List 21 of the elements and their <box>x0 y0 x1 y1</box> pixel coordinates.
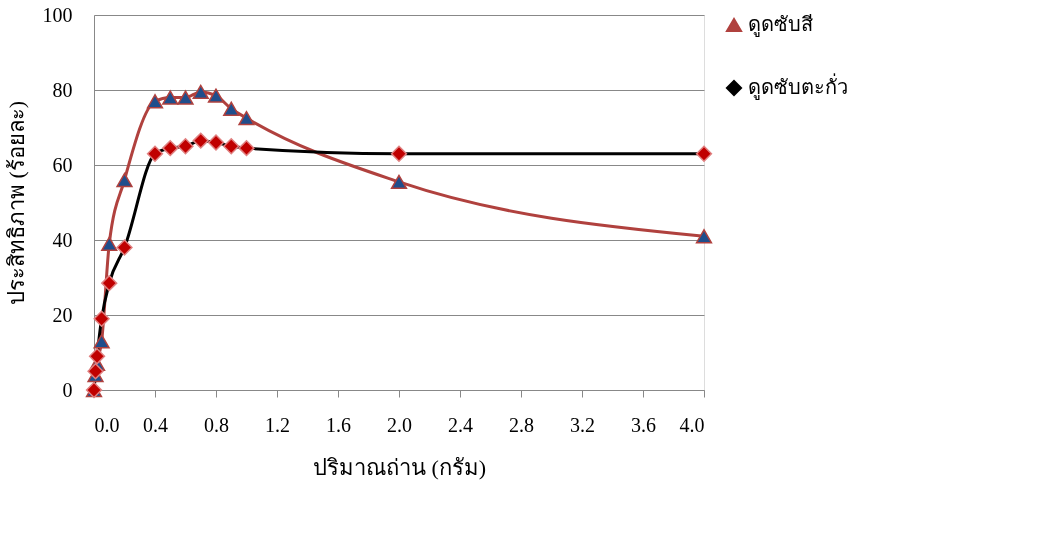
y-tick-label: 0 <box>62 378 73 401</box>
y-tick-label: 80 <box>52 78 73 101</box>
legend-label: ดูดซับสี <box>748 13 813 37</box>
x-tick-label: 1.6 <box>326 413 351 436</box>
x-tick-label: 1.2 <box>265 413 290 436</box>
legend-label: ดูดซับตะกั่ว <box>748 73 848 100</box>
x-tick-label: 0.4 <box>143 413 168 436</box>
x-tick-label: 3.6 <box>631 413 656 436</box>
y-tick-label: 100 <box>42 3 73 26</box>
x-tick-label: 2.4 <box>448 413 473 436</box>
y-axis-title: ประสิทธิภาพ (ร้อยละ) <box>3 100 29 306</box>
x-tick-label: 2.8 <box>509 413 534 436</box>
x-tick-label: 3.2 <box>570 413 595 436</box>
x-tick-label: 0.8 <box>204 413 229 436</box>
x-tick-label: 4.0 <box>679 413 705 436</box>
x-tick-label: 0.0 <box>94 413 120 436</box>
x-axis-title: ปริมาณถ่าน (กรัม) <box>312 454 487 480</box>
y-tick-label: 20 <box>52 303 73 326</box>
x-tick-label: 2.0 <box>387 413 412 436</box>
y-tick-label: 60 <box>52 153 73 176</box>
y-tick-label: 40 <box>52 228 73 251</box>
